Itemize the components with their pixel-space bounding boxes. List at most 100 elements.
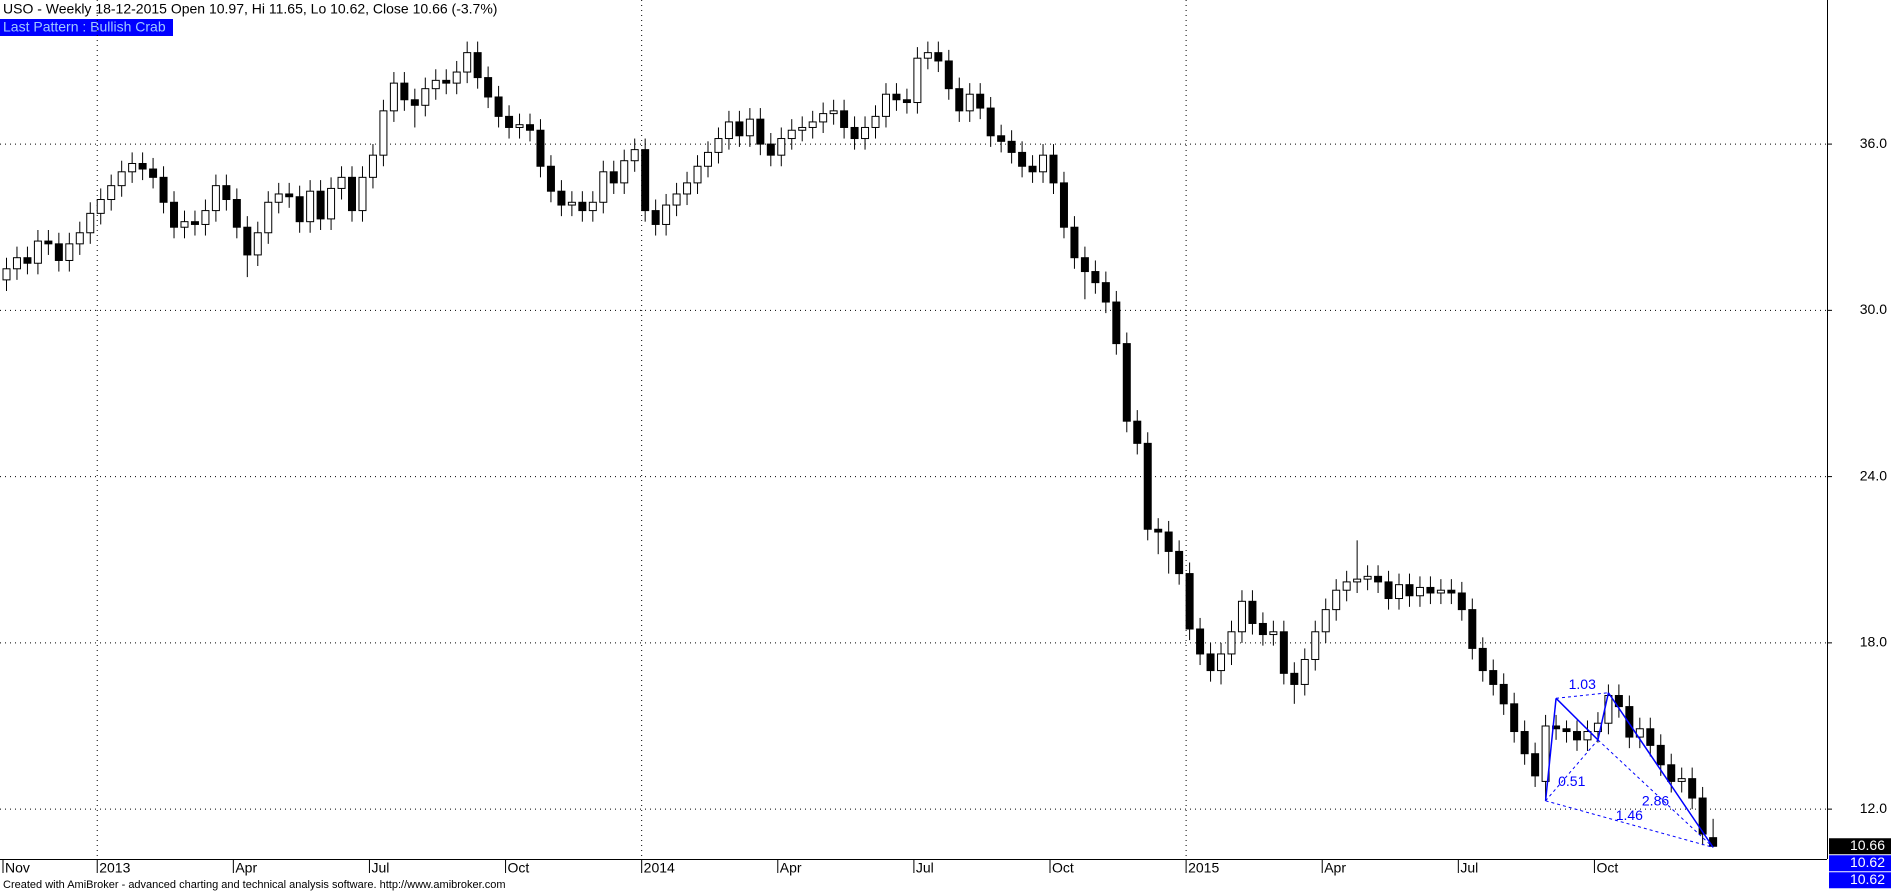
x-tick-label: Oct xyxy=(1596,860,1618,876)
pattern-ratio-label: 2.86 xyxy=(1642,792,1669,808)
candle-body xyxy=(316,190,325,220)
candle-body xyxy=(819,113,828,123)
candle-body xyxy=(1049,154,1058,184)
candle-body xyxy=(861,126,870,140)
candle-body xyxy=(1154,528,1163,533)
x-tick-label: Nov xyxy=(5,860,30,876)
candle-body xyxy=(536,129,545,167)
candle-body xyxy=(724,121,733,140)
candle-body xyxy=(986,107,995,137)
pattern-leg xyxy=(1555,697,1599,741)
pattern-leg xyxy=(1597,692,1610,741)
last-value-bg xyxy=(1829,838,1891,855)
candle-body xyxy=(400,82,409,101)
candle-body xyxy=(159,176,168,203)
candle-body xyxy=(1311,631,1320,660)
candle-body xyxy=(222,185,231,201)
candle-body xyxy=(1573,731,1581,741)
candle-body xyxy=(1122,343,1131,422)
candle-body xyxy=(33,240,42,264)
candle-body xyxy=(1457,592,1466,611)
candle-body xyxy=(421,88,430,106)
x-tick-label: Apr xyxy=(780,860,802,876)
candle-body xyxy=(190,221,199,225)
candle-body xyxy=(2,268,11,281)
footer: Created with AmiBroker - advanced charti… xyxy=(3,879,506,891)
candle-body xyxy=(149,168,158,178)
candle-body xyxy=(505,115,514,128)
candle-body xyxy=(86,212,95,234)
candle-body xyxy=(1614,695,1623,708)
pattern-ratio-line xyxy=(1556,692,1609,699)
pattern-label-bg xyxy=(0,19,173,36)
candle-body xyxy=(1562,728,1571,733)
candle-body xyxy=(274,193,283,203)
pattern-ratio-line xyxy=(1545,739,1599,802)
candle-body xyxy=(452,71,461,84)
candle-body xyxy=(515,124,524,128)
candle-body xyxy=(578,201,587,212)
candle-body xyxy=(243,226,252,256)
x-tick-label: 2015 xyxy=(1188,860,1219,876)
candle-body xyxy=(1321,609,1330,633)
candle-body xyxy=(1468,609,1477,649)
candle-body xyxy=(641,149,650,212)
pattern-label: Last Pattern : Bullish Crab xyxy=(3,19,166,35)
last-value-label: 10.62 xyxy=(1850,854,1885,870)
candle-body xyxy=(892,93,901,101)
candle-body xyxy=(787,129,796,140)
candle-body xyxy=(1206,653,1215,672)
candle-body xyxy=(1531,753,1540,777)
y-tick-label: 18.0 xyxy=(1860,634,1887,650)
candle-body xyxy=(923,52,932,59)
chart-title: USO - Weekly 18-12-2015 Open 10.97, Hi 1… xyxy=(3,1,497,17)
candle-body xyxy=(253,232,262,256)
candle-body xyxy=(1667,764,1676,782)
candle-body xyxy=(107,185,116,201)
candle-body xyxy=(934,52,943,62)
candle-body xyxy=(1447,589,1456,594)
candle-body xyxy=(840,110,849,128)
candle-body xyxy=(1374,575,1383,583)
last-value-label: 10.62 xyxy=(1850,871,1885,887)
candle-body xyxy=(1133,420,1142,444)
candle-body xyxy=(1489,670,1498,685)
candle-body xyxy=(348,176,357,212)
x-tick-label: Apr xyxy=(1324,860,1346,876)
candle-body xyxy=(1217,653,1226,672)
candle-body xyxy=(1395,584,1404,600)
candle-body xyxy=(526,124,534,131)
x-tick-label: 2013 xyxy=(99,860,130,876)
candle-body xyxy=(1279,631,1288,674)
x-tick-label: Oct xyxy=(508,860,530,876)
candle-body xyxy=(12,257,21,270)
candle-body xyxy=(306,190,315,223)
candle-body xyxy=(756,118,765,145)
candle-body xyxy=(138,162,147,170)
last-value-label: 10.66 xyxy=(1850,837,1885,853)
candle-body xyxy=(170,201,179,228)
candle-body xyxy=(976,93,985,109)
candle-body xyxy=(1656,744,1665,766)
candle-body xyxy=(1688,778,1697,799)
candle-body xyxy=(1018,151,1027,167)
candle-body xyxy=(410,99,419,106)
x-tick-label: 2014 xyxy=(644,860,675,876)
candle-body xyxy=(201,210,210,225)
candle-body xyxy=(463,52,472,73)
candle-body xyxy=(1353,578,1362,583)
candle-body xyxy=(1510,703,1519,733)
candle-body xyxy=(1300,658,1309,685)
x-tick-label: Apr xyxy=(235,860,257,876)
x-tick-label: Jul xyxy=(1460,860,1478,876)
candle-body xyxy=(484,77,493,98)
candle-body xyxy=(1070,226,1079,259)
candle-body xyxy=(662,204,671,225)
candle-body xyxy=(997,135,1006,142)
candle-body xyxy=(766,143,775,156)
candle-body xyxy=(546,165,555,192)
pattern-ratio-label: 0.51 xyxy=(1558,773,1585,789)
candle-body xyxy=(211,185,220,212)
candle-body xyxy=(1164,531,1173,552)
